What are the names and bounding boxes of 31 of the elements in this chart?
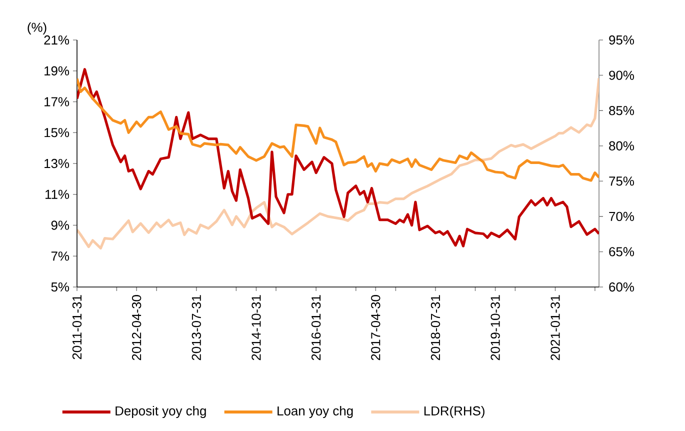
x-tick-label: 2021-01-31 — [550, 295, 560, 360]
y-tick-label: 17% — [44, 97, 70, 106]
y2-tick-label: 80% — [609, 141, 634, 150]
y-tick-label: 9% — [51, 220, 70, 230]
y2-tick-label: 70% — [609, 212, 634, 222]
legend-label: Loan yoy chg — [278, 406, 353, 418]
y-tick-label: 13% — [44, 158, 70, 168]
x-tick-label: 2014-10-31 — [252, 295, 261, 360]
y2-tick-label: 60% — [609, 282, 634, 292]
y-tick-label: 5% — [51, 282, 70, 292]
y-tick-label: 19% — [44, 66, 70, 76]
y2-tick-label: 85% — [609, 106, 634, 116]
x-tick-label: 2011-01-31 — [72, 295, 82, 360]
y2-tick-label: 90% — [609, 70, 634, 80]
legend-label: LDR(RHS) — [424, 406, 484, 418]
y-tick-label: 11% — [46, 190, 70, 199]
y2-tick-label: 65% — [609, 247, 634, 256]
y2-tick-label: 95% — [609, 35, 634, 45]
x-tick-label: 2016-01-31 — [311, 295, 321, 360]
x-tick-label: 2017-04-30 — [371, 295, 380, 360]
y-axis-title: (%) — [28, 22, 46, 34]
x-tick-label: 2019-10-31 — [490, 295, 500, 360]
y2-tick-label: 75% — [609, 176, 634, 186]
y-tick-label: 7% — [51, 252, 70, 261]
x-tick-label: 2012-04-30 — [132, 295, 142, 360]
y-tick-label: 21% — [44, 35, 70, 45]
legend-label: Deposit yoy chg — [116, 406, 206, 418]
line-series — [77, 77, 600, 182]
x-tick-label: 2018-07-31 — [430, 295, 440, 360]
y-tick-label: 15% — [44, 128, 70, 138]
x-tick-label: 2013-07-31 — [192, 295, 201, 360]
